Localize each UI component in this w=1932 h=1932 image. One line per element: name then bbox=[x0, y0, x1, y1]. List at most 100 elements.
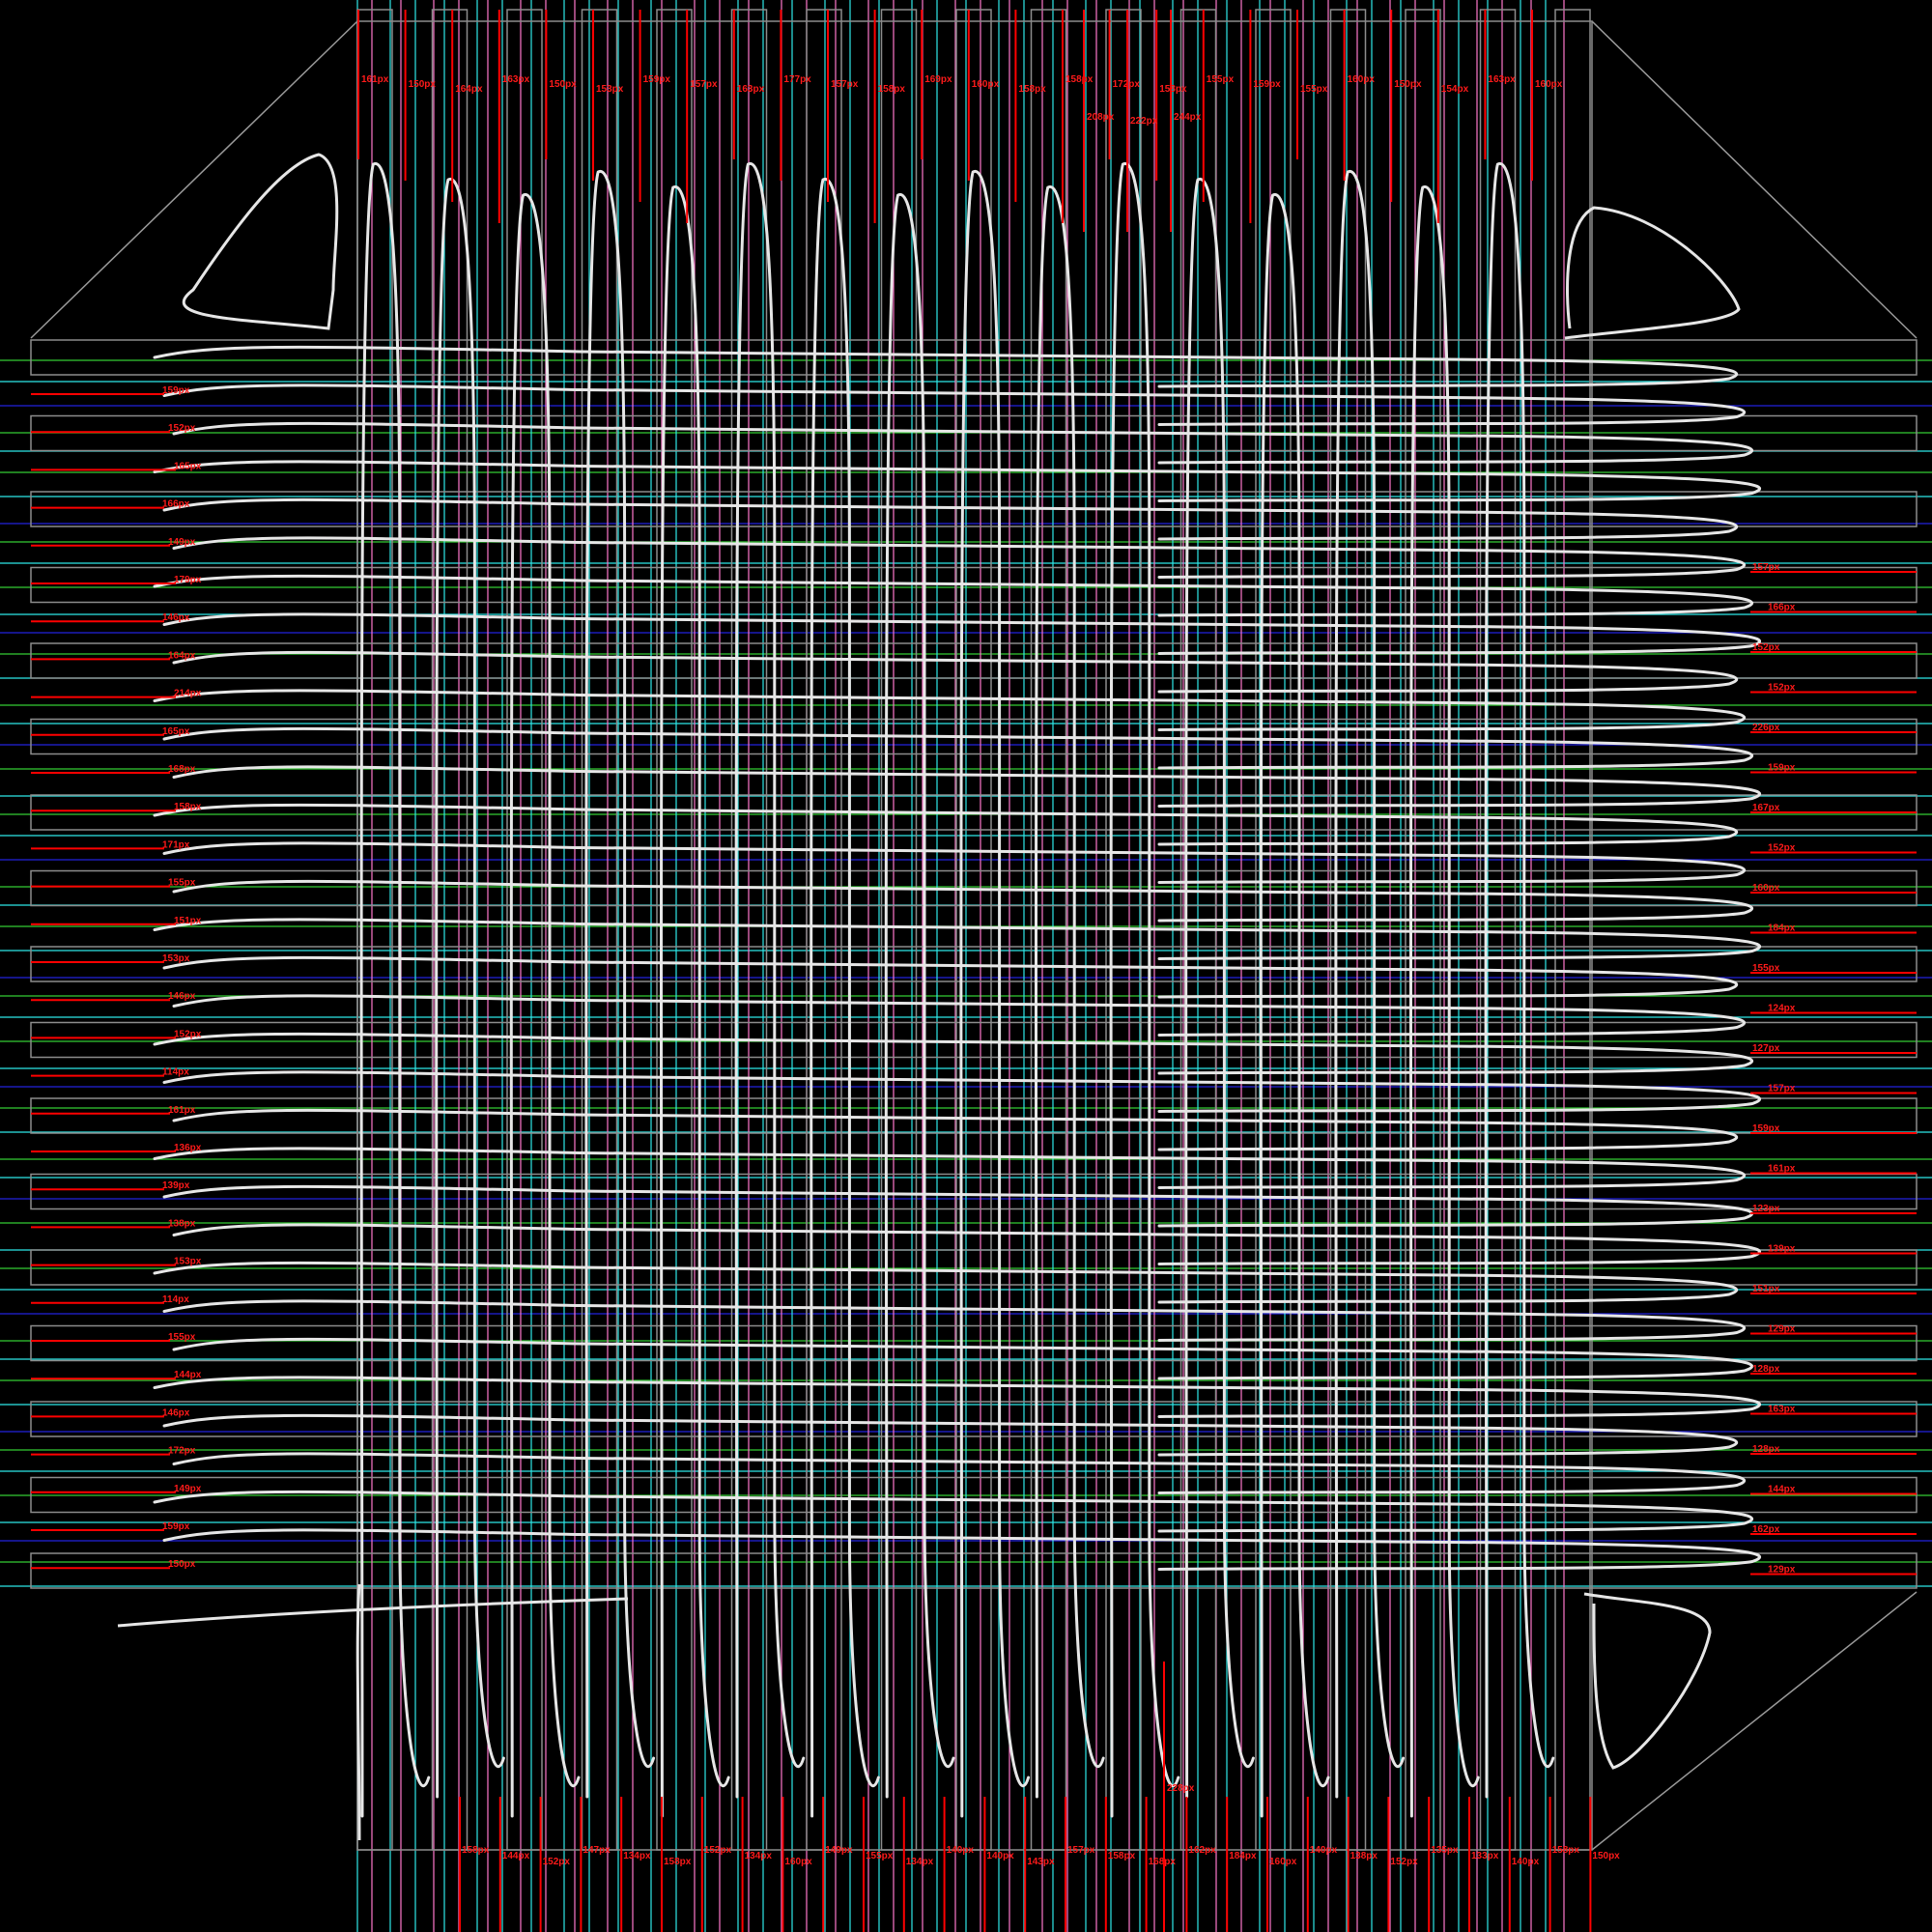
measure-label-right: 144px bbox=[1768, 1485, 1796, 1495]
measure-label-top: 172px bbox=[1113, 79, 1141, 90]
horizontal-loop bbox=[172, 879, 1754, 923]
horizontal-loop bbox=[162, 1184, 1754, 1228]
vertical-loop bbox=[359, 161, 431, 1818]
measure-label-right: 157px bbox=[1752, 562, 1780, 573]
vertical-loop bbox=[1484, 161, 1555, 1799]
measure-label-right: 127px bbox=[1752, 1043, 1780, 1054]
measure-label-top: 244px bbox=[1174, 112, 1202, 123]
measure-label-left: 159px bbox=[162, 1521, 190, 1532]
measure-label-right: 151px bbox=[1752, 1284, 1780, 1294]
measure-label-left: 149px bbox=[168, 537, 196, 548]
horizontal-loop bbox=[153, 574, 1754, 617]
measure-label-bottom: 158px bbox=[462, 1845, 490, 1856]
measure-label-right: 163px bbox=[1768, 1405, 1796, 1415]
horizontal-loop bbox=[172, 536, 1747, 579]
horizontal-loop bbox=[162, 612, 1762, 655]
measure-label-top: 158px bbox=[1018, 84, 1046, 95]
measure-label-bottom: 152px bbox=[704, 1845, 732, 1856]
measure-label-left: 171px bbox=[162, 839, 190, 850]
measure-label-left: 153px bbox=[174, 1257, 202, 1267]
corner-loop-bottom-right bbox=[1583, 1592, 1712, 1770]
measure-label-bottom: 135px bbox=[1431, 1845, 1459, 1856]
measure-label-left: 152px bbox=[168, 423, 196, 434]
horizontal-loop bbox=[162, 955, 1739, 999]
measure-label-left: 151px bbox=[174, 916, 202, 926]
measure-label-left: 139px bbox=[162, 1180, 190, 1191]
measure-label-left: 164px bbox=[168, 650, 196, 661]
horizontal-loop bbox=[153, 803, 1739, 846]
measure-label-left: 146px bbox=[162, 1407, 190, 1418]
measure-label-top: 158px bbox=[878, 84, 906, 95]
vertical-loop bbox=[1184, 177, 1255, 1799]
comb-row bbox=[30, 1021, 1918, 1059]
measure-label-right: 128px bbox=[1752, 1444, 1780, 1455]
vertical-loop bbox=[1259, 192, 1330, 1818]
measure-label-top: 150px bbox=[549, 79, 577, 90]
vertical-loop bbox=[1034, 185, 1105, 1799]
comb-row bbox=[30, 1097, 1918, 1134]
horizontal-loop bbox=[172, 994, 1747, 1037]
frame-outline bbox=[30, 9, 1918, 1851]
horizontal-loop bbox=[162, 1413, 1739, 1457]
measure-label-top: 157px bbox=[690, 79, 718, 90]
measure-label-left: 165px bbox=[174, 461, 202, 471]
vertical-loop bbox=[884, 192, 955, 1799]
measure-label-top: 161px bbox=[361, 74, 389, 85]
measure-label-top: 163px bbox=[502, 74, 530, 85]
measure-label-left: 155px bbox=[168, 878, 196, 889]
measure-label-left: 136px bbox=[174, 1143, 202, 1153]
comb-row bbox=[30, 1401, 1918, 1437]
measure-label-top: 222px bbox=[1130, 116, 1158, 127]
measure-label-right: 152px bbox=[1768, 843, 1796, 854]
measure-label-bottom: 140px bbox=[1310, 1845, 1338, 1856]
measure-label-bottom: 168px bbox=[1149, 1857, 1177, 1867]
measure-label-left: 161px bbox=[168, 1105, 196, 1116]
comb-row bbox=[30, 414, 1918, 452]
measure-label-left: 114px bbox=[162, 1294, 189, 1305]
measure-label-right: 157px bbox=[1768, 1084, 1796, 1094]
measure-label-right: 123px bbox=[1752, 1204, 1780, 1214]
measure-label-right: 226px bbox=[1752, 723, 1780, 733]
comb-row bbox=[30, 1173, 1918, 1210]
comb-row bbox=[30, 1249, 1918, 1286]
measure-label-bottom: 134px bbox=[745, 1851, 773, 1861]
horizontal-loop bbox=[153, 689, 1747, 731]
measure-label-right: 184px bbox=[1768, 923, 1796, 934]
vertical-loop bbox=[435, 177, 505, 1799]
measure-label-top: 157px bbox=[831, 79, 859, 90]
horizontal-loop bbox=[162, 1528, 1762, 1571]
measure-label-left: 138px bbox=[168, 1218, 196, 1229]
tail-line-bottom-left bbox=[117, 1597, 629, 1628]
horizontal-loop bbox=[172, 1452, 1747, 1494]
measure-label-left: 144px bbox=[174, 1370, 202, 1380]
measure-label-bottom: 134px bbox=[623, 1851, 651, 1861]
measure-label-left: 158px bbox=[174, 802, 202, 812]
vertical-loop bbox=[1109, 161, 1180, 1818]
measure-label-top: 177px bbox=[783, 74, 811, 85]
measure-label-left: 114px bbox=[162, 1067, 189, 1078]
measurement-markers: 161px 150px 164px 163px 150px 153px 159px 157px… bbox=[31, 10, 1917, 1932]
frame-diagonal bbox=[1591, 20, 1918, 339]
measure-label-right: 124px bbox=[1768, 1004, 1796, 1014]
corner-loop-top-right bbox=[1564, 206, 1741, 340]
measure-label-bottom: 150px bbox=[1592, 1851, 1620, 1861]
horizontal-loop bbox=[153, 1261, 1739, 1304]
measure-label-top: 153px bbox=[596, 84, 624, 95]
measure-label-bottom: 140px bbox=[1512, 1857, 1540, 1867]
comb-row bbox=[30, 946, 1918, 982]
horizontal-loop bbox=[172, 1108, 1739, 1151]
horizontal-loop bbox=[162, 841, 1747, 884]
horizontal-loop bbox=[172, 765, 1762, 808]
comb-row bbox=[30, 642, 1918, 679]
vertical-loop bbox=[1408, 185, 1480, 1818]
loop-path bbox=[117, 153, 1762, 1841]
measure-label-top: 164px bbox=[455, 84, 483, 95]
horizontal-loop bbox=[162, 1070, 1762, 1113]
corner-loop-top-left bbox=[182, 153, 339, 330]
measure-label-right: 166px bbox=[1768, 603, 1796, 613]
comb-column bbox=[1554, 9, 1591, 1851]
comb-row bbox=[30, 869, 1918, 907]
measure-label-right: 155px bbox=[1752, 963, 1780, 974]
horizontal-loop bbox=[172, 650, 1739, 694]
measure-label-bottom: 144px bbox=[502, 1851, 530, 1861]
